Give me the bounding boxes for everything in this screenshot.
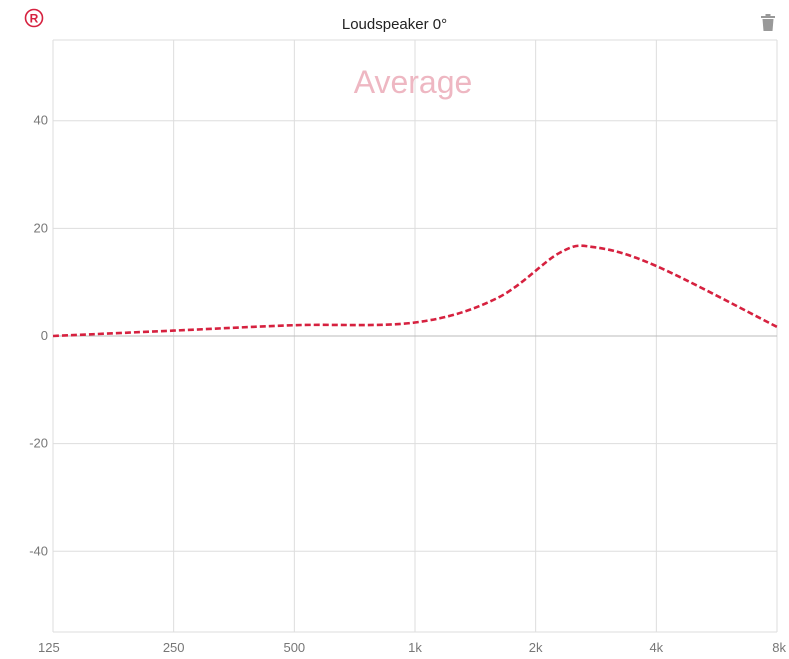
y-tick-label: -20 <box>29 436 48 451</box>
y-tick-label: -40 <box>29 543 48 558</box>
x-tick-label: 8k <box>772 640 786 655</box>
chart-grid <box>52 39 778 633</box>
x-tick-label: 4k <box>649 640 663 655</box>
x-axis-ticks: 125 250 500 1k 2k 4k 8k <box>38 640 786 655</box>
y-axis-ticks: 40 20 0 -20 -40 <box>29 113 48 559</box>
series-line-average <box>52 244 778 338</box>
x-tick-label: 1k <box>408 640 422 655</box>
x-tick-label: 250 <box>163 640 185 655</box>
watermark-label: Average <box>354 64 473 100</box>
chart-title: Loudspeaker 0° <box>341 16 448 33</box>
svg-text:R: R <box>30 12 39 26</box>
chart-header: R Loudspeaker 0° <box>0 0 789 38</box>
y-tick-label: 20 <box>34 220 48 235</box>
x-tick-label: 2k <box>529 640 543 655</box>
y-tick-label: 40 <box>34 113 48 128</box>
registered-icon[interactable]: R <box>24 8 44 28</box>
x-tick-label: 500 <box>283 640 305 655</box>
y-tick-label: 0 <box>41 328 48 343</box>
x-tick-label: 125 <box>38 640 60 655</box>
trash-icon[interactable] <box>760 14 776 32</box>
